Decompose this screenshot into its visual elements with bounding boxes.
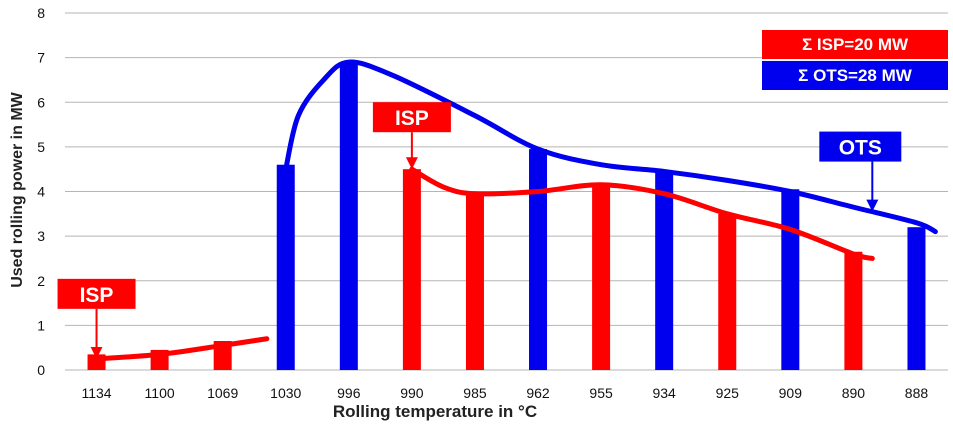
- callout-isp: ISP: [372, 102, 451, 170]
- bar-ots-1030: [276, 164, 295, 370]
- callout-box: [819, 131, 902, 162]
- x-tick-label: 888: [905, 385, 929, 401]
- callout-box: [372, 102, 451, 133]
- bar-isp-925: [718, 213, 737, 370]
- y-tick-label: 0: [37, 362, 45, 378]
- x-tick-label: 985: [463, 385, 487, 401]
- y-tick-label: 5: [37, 139, 45, 155]
- callout-label: ISP: [395, 107, 429, 130]
- legend-label: Σ OTS=28 MW: [798, 66, 913, 85]
- y-tick-label: 2: [37, 273, 45, 289]
- x-tick-label: 996: [337, 385, 361, 401]
- bar-ots-962: [529, 149, 548, 370]
- y-tick-label: 7: [37, 50, 45, 66]
- y-tick-label: 8: [37, 5, 45, 21]
- bar-ots-888: [907, 227, 926, 370]
- trend-line-isp: [94, 336, 270, 362]
- legend-swatch: [762, 61, 948, 90]
- y-axis: 0 1 2 3 4 5 6 7 8: [37, 5, 45, 378]
- bar-ots-909: [781, 189, 800, 370]
- callout-ots: OTS: [819, 131, 902, 212]
- trend-lines: [94, 59, 938, 362]
- bar-ots-996: [339, 64, 358, 370]
- x-tick-label: 1134: [81, 385, 111, 401]
- bar-isp-990: [402, 169, 421, 370]
- callouts: ISP ISP OTS: [57, 102, 902, 359]
- trend-line-isp: [409, 166, 875, 261]
- bar-isp-890: [844, 251, 863, 370]
- y-tick-label: 1: [37, 317, 45, 333]
- y-tick-label: 6: [37, 94, 45, 110]
- y-tick-label: 3: [37, 228, 45, 244]
- legend-item: Σ OTS=28 MW: [762, 61, 948, 90]
- x-tick-label: 1100: [145, 385, 175, 401]
- callout-isp: ISP: [57, 278, 136, 359]
- callout-label: ISP: [80, 284, 114, 307]
- x-tick-label: 909: [779, 385, 803, 401]
- x-tick-label: 1069: [207, 385, 238, 401]
- y-tick-label: 4: [37, 184, 45, 200]
- x-tick-label: 962: [526, 385, 550, 401]
- x-tick-label: 934: [652, 385, 676, 401]
- x-axis-title: Rolling temperature in °C: [333, 402, 537, 421]
- bar-isp-985: [465, 193, 484, 370]
- callout-box: [57, 278, 136, 309]
- callout-label: OTS: [839, 137, 882, 160]
- legend-label: Σ ISP=20 MW: [802, 35, 909, 54]
- legend-item: Σ ISP=20 MW: [762, 30, 948, 59]
- y-axis-title: Used rolling power in MW: [9, 91, 26, 287]
- x-tick-label: 990: [400, 385, 424, 401]
- x-tick-label: 925: [716, 385, 740, 401]
- bar-ots-934: [655, 171, 674, 370]
- legend: Σ ISP=20 MW Σ OTS=28 MW: [762, 30, 948, 90]
- x-tick-label: 1030: [270, 385, 301, 401]
- bars: [87, 64, 926, 370]
- trend-line-ots: [283, 59, 938, 235]
- legend-swatch: [762, 30, 948, 59]
- x-tick-label: 955: [589, 385, 613, 401]
- x-axis: 1134 1100 1069 1030 996 990 985 962 955 934 925 909…: [81, 385, 928, 401]
- bar-isp-955: [592, 187, 611, 370]
- x-tick-label: 890: [842, 385, 866, 401]
